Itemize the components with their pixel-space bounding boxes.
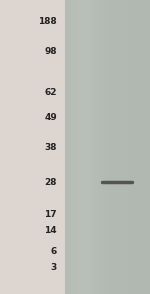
Text: 62: 62 <box>45 88 57 97</box>
Text: 98: 98 <box>44 47 57 56</box>
Text: 188: 188 <box>38 17 57 26</box>
Text: 28: 28 <box>45 178 57 187</box>
Text: 3: 3 <box>51 263 57 272</box>
Text: 17: 17 <box>44 210 57 219</box>
Text: 6: 6 <box>51 247 57 256</box>
Text: 14: 14 <box>44 226 57 235</box>
Text: 49: 49 <box>44 113 57 122</box>
Text: 38: 38 <box>45 143 57 151</box>
Bar <box>0 0 65 294</box>
